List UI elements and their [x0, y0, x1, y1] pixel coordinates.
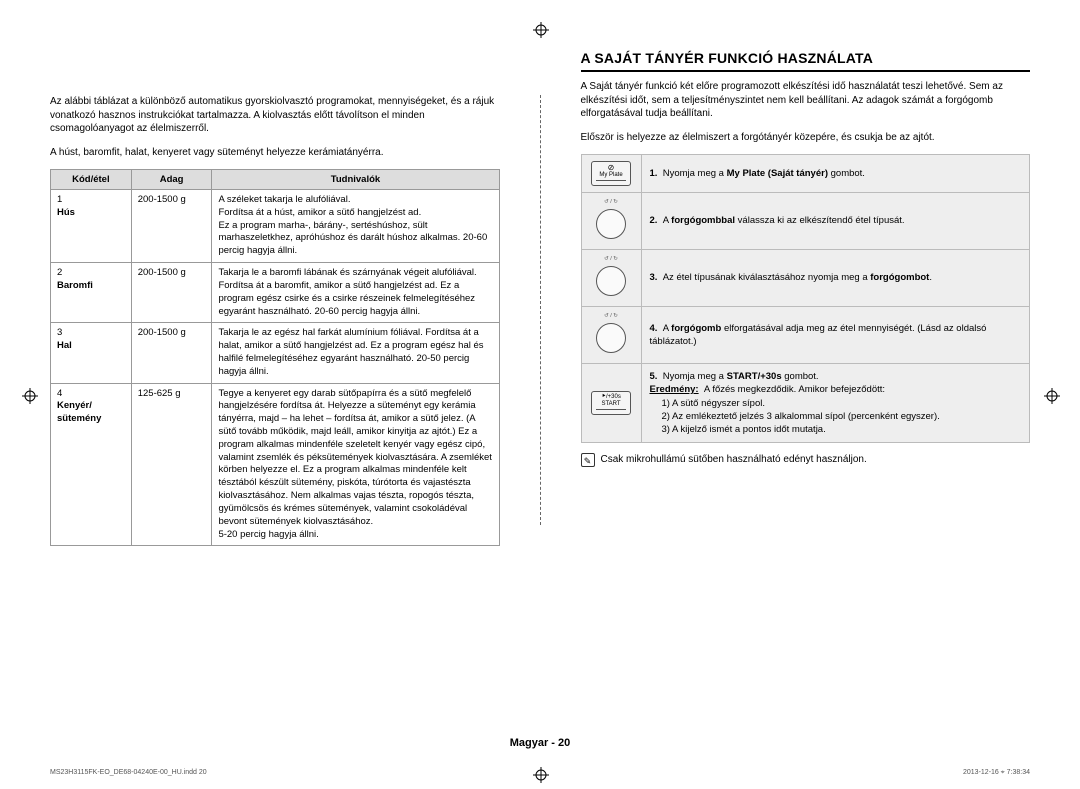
step-text: 5. Nyomja meg a START/+30s gombot.Eredmé…: [641, 363, 1030, 442]
step-row: ↺ / ↻ 2. A forgógombbal válassza ki az el…: [581, 193, 1030, 250]
step-text: 1. Nyomja meg a My Plate (Saját tányér) …: [641, 155, 1030, 193]
dial-icon: [596, 323, 626, 353]
start-icon: ⯈/+30sSTART: [591, 391, 631, 415]
step-icon-cell: ↺ / ↻: [581, 193, 641, 250]
cell-portion: 125-625 g: [131, 383, 212, 546]
section-title: A SAJÁT TÁNYÉR FUNKCIÓ HASZNÁLATA: [581, 50, 1031, 72]
crop-mark-icon: [533, 22, 547, 36]
dial-label: ↺ / ↻: [590, 313, 633, 321]
dial-icon: [596, 209, 626, 239]
left-column: Az alábbi táblázat a különböző automatik…: [50, 50, 510, 729]
table-row: 4Kenyér/sütemény125-625 gTegye a kenyere…: [51, 383, 500, 546]
cell-info: Tegye a kenyeret egy darab sütőpapírra é…: [212, 383, 499, 546]
step-row: ⊘My Plate 1. Nyomja meg a My Plate (Saját…: [581, 155, 1030, 193]
page-footer: Magyar - 20: [0, 737, 1080, 749]
dial-label: ↺ / ↻: [590, 256, 633, 264]
cell-portion: 200-1500 g: [131, 323, 212, 383]
step-row: ⯈/+30sSTART 5. Nyomja meg a START/+30s go…: [581, 363, 1030, 442]
note-icon: ✎: [581, 453, 595, 467]
cell-code: 2Baromfi: [51, 263, 132, 323]
step-icon-cell: ⯈/+30sSTART: [581, 363, 641, 442]
right-intro-2: Először is helyezze az élelmiszert a for…: [581, 131, 1031, 145]
myplate-icon: ⊘My Plate: [591, 161, 631, 186]
col-code: Kód/étel: [51, 170, 132, 190]
dial-label: ↺ / ↻: [590, 199, 633, 207]
col-portion: Adag: [131, 170, 212, 190]
cell-portion: 200-1500 g: [131, 190, 212, 263]
steps-table: ⊘My Plate 1. Nyomja meg a My Plate (Saját…: [581, 154, 1031, 443]
cell-info: Takarja le az egész hal farkát alumínium…: [212, 323, 499, 383]
column-divider: [540, 95, 541, 525]
cell-info: A széleket takarja le alufóliával.Fordít…: [212, 190, 499, 263]
defrost-table: Kód/étel Adag Tudnivalók 1Hús200-1500 gA…: [50, 169, 500, 546]
step-row: ↺ / ↻ 3. Az étel típusának kiválasztásáho…: [581, 249, 1030, 306]
cell-code: 3Hal: [51, 323, 132, 383]
step-row: ↺ / ↻ 4. A forgógomb elforgatásával adja …: [581, 306, 1030, 363]
right-intro-1: A Saját tányér funkció két előre program…: [581, 80, 1031, 121]
step-icon-cell: ↺ / ↻: [581, 249, 641, 306]
step-text: 3. Az étel típusának kiválasztásához nyo…: [641, 249, 1030, 306]
crop-mark-icon: [22, 388, 36, 402]
table-row: 1Hús200-1500 gA széleket takarja le aluf…: [51, 190, 500, 263]
step-icon-cell: ↺ / ↻: [581, 306, 641, 363]
note: ✎ Csak mikrohullámú sütőben használható …: [581, 453, 1031, 467]
dial-icon: [596, 266, 626, 296]
print-file: MS23H3115FK-EO_DE68-04240E-00_HU.indd 20: [50, 769, 207, 777]
note-text: Csak mikrohullámú sütőben használható ed…: [601, 453, 867, 467]
cell-code: 4Kenyér/sütemény: [51, 383, 132, 546]
cell-info: Takarja le a baromfi lábának és szárnyán…: [212, 263, 499, 323]
step-icon-cell: ⊘My Plate: [581, 155, 641, 193]
left-intro-1: Az alábbi táblázat a különböző automatik…: [50, 95, 500, 136]
step-text: 4. A forgógomb elforgatásával adja meg a…: [641, 306, 1030, 363]
cell-code: 1Hús: [51, 190, 132, 263]
page-content: Az alábbi táblázat a különböző automatik…: [50, 50, 1030, 729]
step-text: 2. A forgógombbal válassza ki az elkészí…: [641, 193, 1030, 250]
table-row: 3Hal200-1500 gTakarja le az egész hal fa…: [51, 323, 500, 383]
cell-portion: 200-1500 g: [131, 263, 212, 323]
print-time: 2013-12-16 ⌖ 7:38:34: [963, 769, 1030, 777]
col-info: Tudnivalók: [212, 170, 499, 190]
print-marks: MS23H3115FK-EO_DE68-04240E-00_HU.indd 20…: [50, 769, 1030, 777]
left-intro-2: A húst, baromfit, halat, kenyeret vagy s…: [50, 146, 500, 160]
crop-mark-icon: [1044, 388, 1058, 402]
table-row: 2Baromfi200-1500 gTakarja le a baromfi l…: [51, 263, 500, 323]
right-column: A SAJÁT TÁNYÉR FUNKCIÓ HASZNÁLATA A Sajá…: [571, 50, 1031, 729]
